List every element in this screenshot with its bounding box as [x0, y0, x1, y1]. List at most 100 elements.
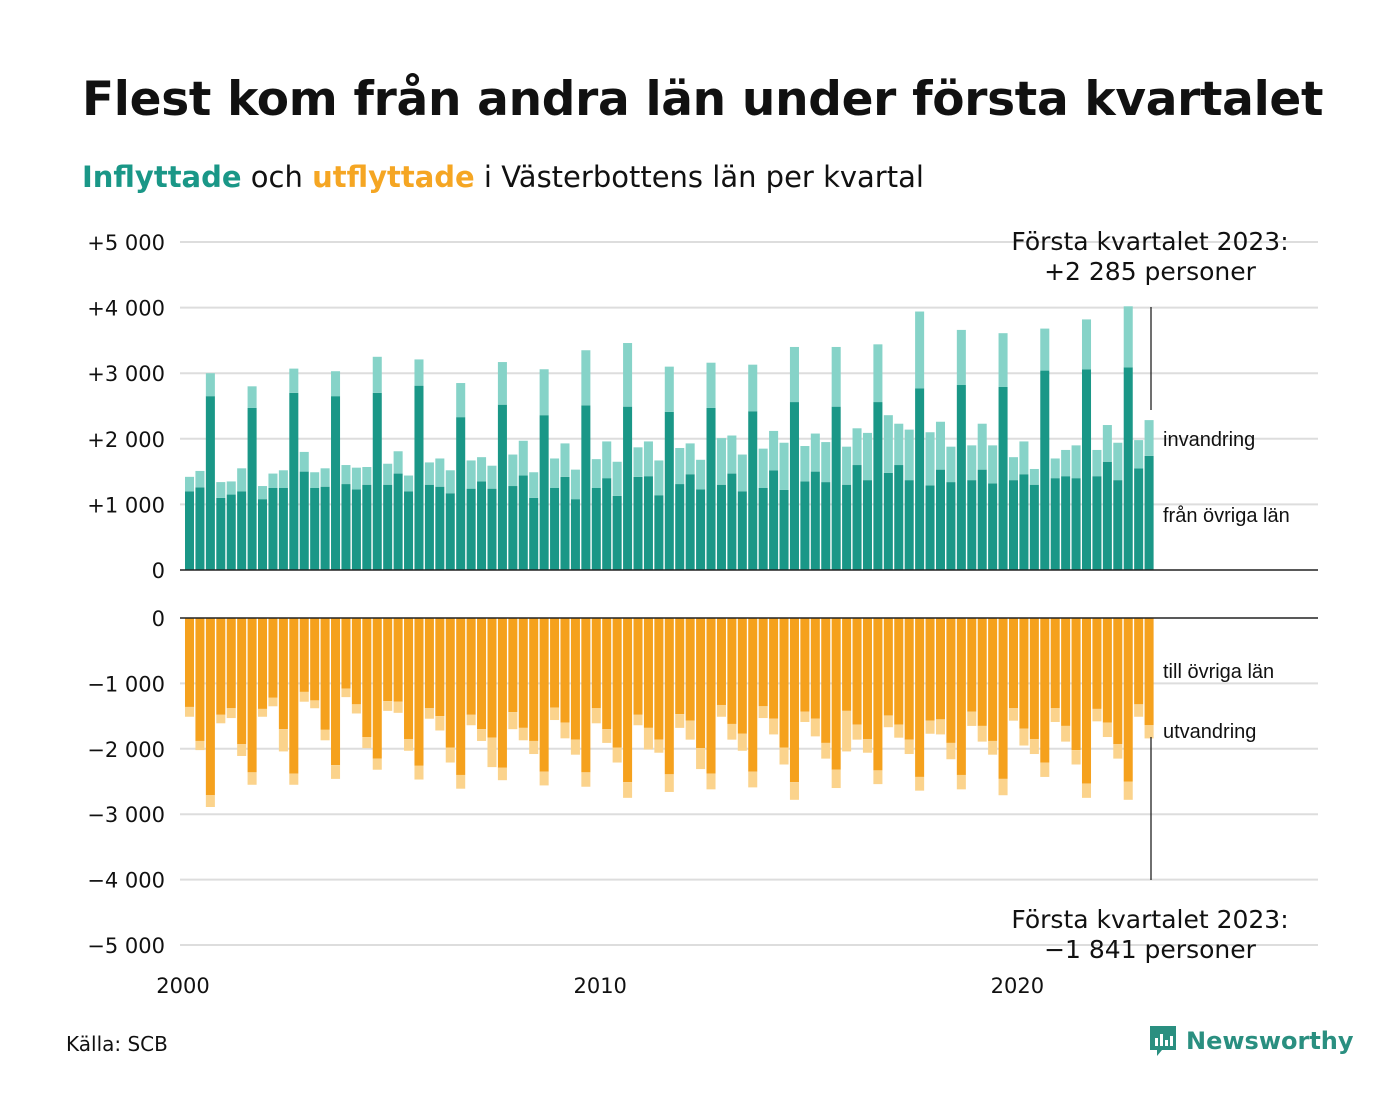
- bar-in-domestic: [748, 411, 758, 570]
- bar-in-domestic: [278, 488, 288, 570]
- bar-out-emigration: [1040, 762, 1050, 777]
- bar-out-emigration: [883, 715, 893, 728]
- bar-out-domestic: [1029, 618, 1039, 739]
- bar-in-domestic: [581, 405, 591, 570]
- bar-out-domestic: [529, 618, 539, 741]
- bar-out-emigration: [320, 729, 330, 741]
- bar-in-immigration: [654, 460, 664, 496]
- bar-out-domestic: [1113, 618, 1123, 745]
- bar-in-immigration: [810, 433, 820, 472]
- x-tick-label: 2020: [991, 974, 1044, 998]
- label-utvandring: utvandring: [1163, 721, 1256, 743]
- bar-in-immigration: [873, 344, 883, 403]
- source-note: Källa: SCB: [66, 1032, 168, 1056]
- bar-out-emigration: [1061, 725, 1071, 742]
- bar-out-emigration: [362, 737, 372, 749]
- bar-in-domestic: [998, 386, 1008, 570]
- bar-out-emigration: [946, 742, 956, 760]
- bar-out-emigration: [915, 776, 925, 791]
- bar-in-immigration: [894, 423, 904, 466]
- bar-out-emigration: [550, 707, 560, 721]
- bar-out-domestic: [1008, 618, 1019, 709]
- bar-out-domestic: [539, 618, 549, 772]
- bar-out-emigration: [779, 747, 789, 765]
- bar-in-domestic: [226, 494, 236, 570]
- bar-in-domestic: [331, 396, 341, 570]
- y-tick-label-bottom: −1 000: [87, 672, 165, 696]
- bar-out-domestic: [289, 618, 299, 774]
- y-tick-label-bottom: −2 000: [87, 738, 165, 762]
- bar-in-immigration: [237, 468, 247, 492]
- bar-in-domestic: [988, 483, 998, 570]
- bar-in-domestic: [289, 392, 299, 570]
- bar-out-domestic: [1134, 618, 1144, 705]
- bar-out-emigration: [633, 714, 643, 726]
- bar-in-domestic: [550, 488, 560, 570]
- bar-in-domestic: [737, 491, 747, 570]
- bar-out-domestic: [706, 618, 716, 774]
- bar-out-emigration: [570, 739, 580, 755]
- annotation-bottom-line2: −1 841 personer: [1044, 935, 1257, 964]
- y-tick-label-bottom: −4 000: [87, 869, 165, 893]
- bar-in-domestic: [925, 485, 935, 570]
- bar-out-emigration: [706, 773, 716, 790]
- bar-in-domestic: [612, 495, 622, 570]
- bar-in-immigration: [591, 459, 601, 488]
- bar-in-immigration: [696, 459, 706, 490]
- bar-in-immigration: [852, 428, 862, 466]
- bar-out-domestic: [685, 618, 695, 721]
- bar-out-emigration: [195, 740, 205, 751]
- bar-in-immigration: [268, 473, 278, 488]
- bar-in-immigration: [1144, 420, 1154, 456]
- brand-logo: Newsworthy: [1148, 1024, 1354, 1058]
- label-fran-ovriga-lan: från övriga län: [1163, 505, 1290, 527]
- bar-out-domestic: [518, 618, 528, 728]
- bar-in-domestic: [1050, 478, 1060, 570]
- bar-out-domestic: [956, 618, 966, 775]
- bar-out-emigration: [1134, 704, 1144, 717]
- bar-out-emigration: [268, 697, 278, 707]
- bar-out-emigration: [842, 710, 852, 752]
- bar-out-domestic: [226, 618, 236, 709]
- bar-in-immigration: [977, 423, 987, 470]
- bar-in-immigration: [1134, 440, 1144, 469]
- bar-out-domestic: [977, 618, 987, 726]
- bar-out-domestic: [404, 618, 414, 739]
- bar-out-emigration: [1144, 725, 1154, 739]
- bar-in-immigration: [623, 343, 633, 407]
- bar-in-immigration: [946, 446, 956, 483]
- bar-out-domestic: [810, 618, 820, 719]
- bar-out-emigration: [518, 727, 528, 741]
- bar-out-domestic: [205, 618, 215, 796]
- bar-out-emigration: [758, 706, 768, 719]
- bar-out-domestic: [1061, 618, 1071, 726]
- bar-in-domestic: [393, 473, 403, 570]
- bar-out-domestic: [570, 618, 580, 740]
- bar-in-domestic: [351, 489, 361, 570]
- bar-in-immigration: [1113, 442, 1123, 481]
- bar-out-emigration: [414, 765, 424, 780]
- bar-out-emigration: [310, 700, 320, 709]
- bar-in-domestic: [1019, 474, 1029, 570]
- bar-out-emigration: [967, 711, 977, 726]
- bar-out-domestic: [497, 618, 507, 768]
- bar-in-immigration: [570, 469, 580, 500]
- bar-in-immigration: [185, 476, 195, 492]
- bar-out-emigration: [821, 742, 831, 759]
- subtitle-inflyttade: Inflyttade: [82, 160, 242, 194]
- bar-in-domestic: [873, 402, 883, 570]
- bar-in-immigration: [675, 447, 685, 485]
- bar-in-immigration: [758, 448, 768, 488]
- bar-out-domestic: [393, 618, 403, 702]
- bar-in-immigration: [1040, 328, 1050, 371]
- bar-in-domestic: [1040, 370, 1050, 570]
- bar-in-domestic: [769, 470, 779, 570]
- bar-out-domestic: [821, 618, 831, 743]
- bar-in-domestic: [727, 473, 737, 570]
- bar-out-emigration: [258, 708, 268, 717]
- bar-in-immigration: [915, 311, 925, 389]
- bar-in-domestic: [946, 482, 956, 570]
- bar-in-immigration: [247, 386, 257, 408]
- bar-out-domestic: [1050, 618, 1060, 709]
- bar-in-domestic: [810, 471, 820, 570]
